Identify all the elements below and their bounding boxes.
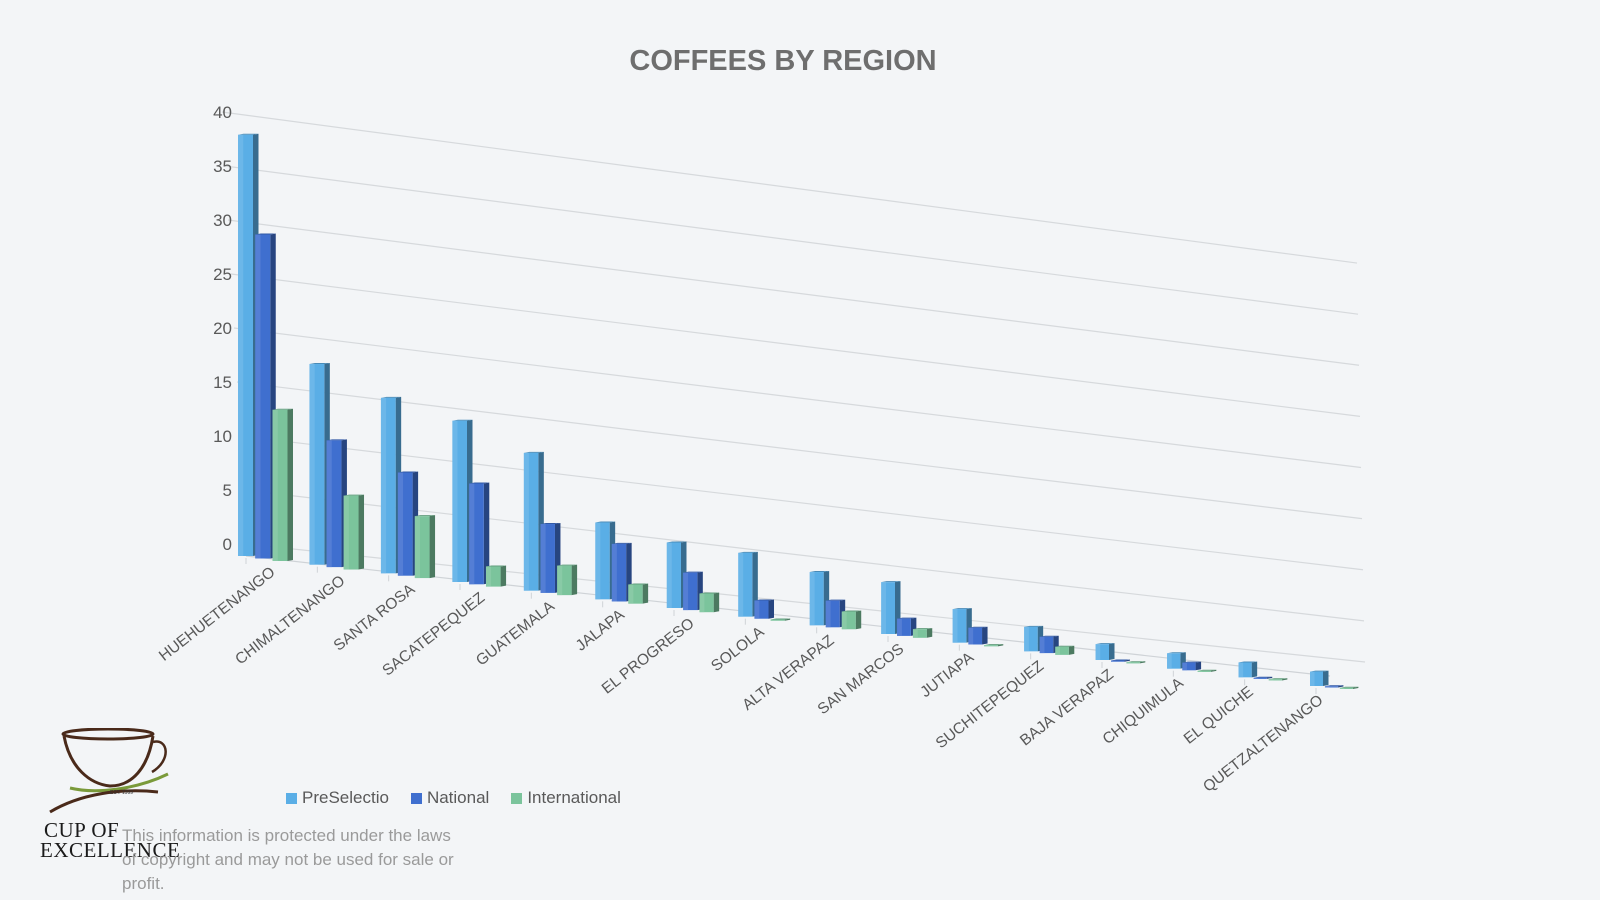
bar-international-jutiapa — [984, 644, 1004, 647]
bar-national-jutiapa — [968, 626, 988, 645]
bar-national-guatemala — [540, 523, 561, 593]
bar-international-santa-rosa — [414, 515, 436, 579]
bar-international-quetzaltenango — [1339, 686, 1359, 689]
legend-swatch — [511, 792, 523, 804]
bar-preselectio-chiquimula — [1167, 652, 1186, 669]
bar-preselectio-san-marcos — [881, 581, 901, 634]
gridline — [227, 219, 1360, 366]
bar-international-solola — [770, 618, 791, 621]
y-tick-label: 20 — [213, 319, 232, 338]
legend-swatch — [286, 792, 297, 804]
bar-international-guatemala — [557, 564, 578, 596]
legend-label: International — [527, 788, 621, 807]
x-tick-label: JUTIAPA — [917, 649, 977, 701]
bar-national-quetzaltenango — [1324, 685, 1344, 688]
bar-international-san-marcos — [912, 628, 933, 638]
x-tick-label: SANTA ROSA — [331, 580, 419, 654]
legend-label: National — [426, 788, 490, 807]
bar-preselectio-baja-verapaz — [1095, 643, 1115, 660]
gridline — [239, 435, 1364, 571]
legend: PreSelectio National International — [286, 788, 621, 808]
bar-national-chiquimula — [1182, 661, 1202, 671]
bar-international-jalapa — [628, 583, 649, 604]
bar-national-suchitepequez — [1039, 635, 1059, 654]
copyright-notice: This information is protected under the … — [122, 826, 454, 893]
legend-item-national: National — [410, 788, 490, 808]
cup-of-excellence-logo: EST. 1999 — [49, 728, 169, 814]
x-tick-label: SOLOLA — [708, 623, 768, 675]
bar-international-suchitepequez — [1055, 645, 1075, 655]
bars — [238, 133, 1359, 689]
bar-international-baja-verapaz — [1126, 661, 1146, 664]
legend-item-preselectio: PreSelectio — [286, 788, 389, 808]
x-tick-label: GUATEMALA — [473, 597, 558, 669]
bar-international-chimaltenango — [343, 494, 365, 570]
logo-est: EST. 1999 — [110, 790, 133, 796]
y-axis: 0 5 10 15 20 25 30 35 40 — [213, 103, 232, 554]
gridlines — [221, 111, 1366, 677]
bar-national-sacatepequez — [469, 482, 490, 585]
bar-international-sacatepequez — [485, 565, 507, 587]
bar-international-chiquimula — [1197, 669, 1217, 672]
bar-national-baja-verapaz — [1111, 659, 1130, 662]
gridline — [230, 273, 1361, 417]
bar-preselectio-el-quiche — [1238, 661, 1258, 678]
y-tick-label: 0 — [223, 535, 232, 554]
bar-international-el-quiche — [1268, 678, 1288, 681]
bar-international-el-progreso — [699, 592, 720, 613]
legend-label: PreSelectio — [302, 788, 389, 807]
y-tick-label: 40 — [213, 103, 232, 122]
legend-item-international: International — [511, 788, 621, 808]
bar-international-huehuetenango — [272, 408, 293, 561]
y-tick-label: 5 — [223, 481, 232, 500]
y-tick-label: 25 — [213, 265, 232, 284]
gridline — [233, 327, 1362, 469]
gridline — [236, 381, 1363, 520]
y-tick-label: 10 — [213, 427, 232, 446]
x-tick-label: EL QUICHE — [1181, 683, 1257, 747]
y-tick-label: 30 — [213, 211, 232, 230]
y-tick-label: 15 — [213, 373, 232, 392]
gridline — [221, 111, 1358, 264]
bar-international-alta-verapaz — [841, 610, 862, 630]
x-tick-label: CHIQUIMULA — [1100, 674, 1188, 748]
chart-title: COFFEES BY REGION — [629, 45, 936, 77]
bar-national-solola — [754, 599, 775, 619]
logo-text-line2: EXCELLENCE — [40, 838, 181, 862]
x-tick-label: JALAPA — [573, 606, 629, 655]
bar-national-el-quiche — [1253, 676, 1273, 679]
gridline — [242, 489, 1365, 622]
bar-preselectio-guatemala — [523, 451, 544, 591]
legend-swatch — [410, 792, 422, 804]
bar-preselectio-quetzaltenango — [1310, 670, 1329, 686]
logo-text-line1: CUP OF — [44, 818, 120, 842]
gridline — [224, 165, 1359, 315]
y-tick-label: 35 — [213, 157, 232, 176]
